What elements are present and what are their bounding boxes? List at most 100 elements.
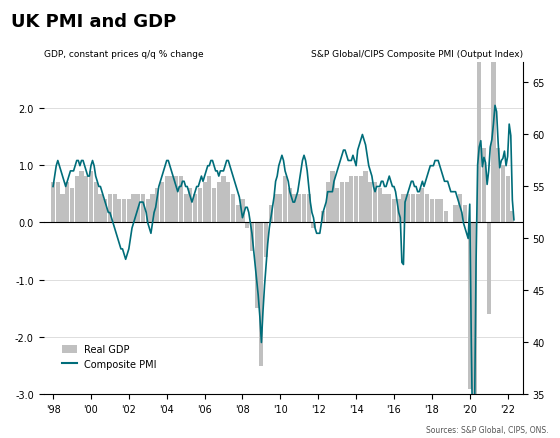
Bar <box>496 148 500 223</box>
Bar <box>198 188 202 223</box>
Bar <box>278 194 282 223</box>
Bar <box>127 200 131 223</box>
Bar <box>51 183 55 223</box>
Bar <box>217 183 221 223</box>
Text: Sources: S&P Global, CIPS, ONS.: Sources: S&P Global, CIPS, ONS. <box>426 424 549 434</box>
Bar <box>368 183 372 223</box>
Bar <box>155 188 160 223</box>
Bar <box>458 194 463 223</box>
Bar <box>231 194 235 223</box>
Bar <box>311 223 316 229</box>
Bar <box>292 194 297 223</box>
Bar <box>141 194 145 223</box>
Bar <box>212 188 216 223</box>
Bar <box>307 194 311 223</box>
Bar <box>416 194 420 223</box>
Bar <box>406 194 410 223</box>
Bar <box>203 183 207 223</box>
Bar <box>477 0 481 223</box>
Bar <box>421 188 424 223</box>
Bar <box>151 194 155 223</box>
Bar <box>335 188 339 223</box>
Bar <box>325 183 330 223</box>
Bar <box>226 183 230 223</box>
Bar <box>117 200 122 223</box>
Bar <box>473 223 477 438</box>
Bar <box>259 223 264 366</box>
Bar <box>221 177 226 223</box>
Bar <box>250 223 254 251</box>
Bar <box>136 194 141 223</box>
Bar <box>99 194 102 223</box>
Bar <box>392 200 396 223</box>
Text: GDP, constant prices q/q % change: GDP, constant prices q/q % change <box>44 50 203 59</box>
Bar <box>506 177 510 223</box>
Bar <box>321 212 325 223</box>
Legend: Real GDP, Composite PMI: Real GDP, Composite PMI <box>58 341 161 373</box>
Bar <box>236 206 240 223</box>
Bar <box>84 177 88 223</box>
Bar <box>487 223 491 314</box>
Bar <box>179 177 183 223</box>
Bar <box>74 177 79 223</box>
Bar <box>207 177 212 223</box>
Bar <box>382 194 386 223</box>
Bar <box>160 183 164 223</box>
Bar <box>402 194 405 223</box>
Bar <box>169 177 174 223</box>
Bar <box>340 183 344 223</box>
Bar <box>297 194 301 223</box>
Bar <box>454 206 458 223</box>
Bar <box>146 200 150 223</box>
Bar <box>65 183 69 223</box>
Bar <box>425 194 429 223</box>
Bar <box>184 194 188 223</box>
Bar <box>411 194 415 223</box>
Bar <box>359 177 363 223</box>
Bar <box>188 188 193 223</box>
Bar <box>463 206 467 223</box>
Bar <box>330 171 334 223</box>
Bar <box>444 212 448 223</box>
Bar <box>94 183 98 223</box>
Bar <box>377 188 382 223</box>
Bar <box>70 188 74 223</box>
Bar <box>396 200 401 223</box>
Bar <box>439 200 444 223</box>
Bar <box>269 206 273 223</box>
Bar <box>373 183 377 223</box>
Bar <box>491 0 496 223</box>
Bar <box>132 194 136 223</box>
Bar <box>240 200 245 223</box>
Bar <box>288 188 292 223</box>
Bar <box>80 171 83 223</box>
Bar <box>344 183 349 223</box>
Bar <box>174 177 178 223</box>
Bar <box>108 194 112 223</box>
Bar <box>273 194 278 223</box>
Bar <box>264 223 268 257</box>
Bar <box>435 200 438 223</box>
Bar <box>510 212 515 223</box>
Bar <box>354 177 358 223</box>
Text: UK PMI and GDP: UK PMI and GDP <box>11 13 176 31</box>
Bar <box>430 200 434 223</box>
Bar <box>113 194 116 223</box>
Bar <box>468 223 472 389</box>
Bar <box>165 177 169 223</box>
Bar <box>89 171 93 223</box>
Bar <box>245 223 249 229</box>
Bar <box>363 171 368 223</box>
Text: S&P Global/CIPS Composite PMI (Output Index): S&P Global/CIPS Composite PMI (Output In… <box>311 50 523 59</box>
Bar <box>193 194 197 223</box>
Bar <box>60 194 64 223</box>
Bar <box>387 194 391 223</box>
Bar <box>302 194 306 223</box>
Bar <box>501 166 505 223</box>
Bar <box>122 200 126 223</box>
Bar <box>482 148 486 223</box>
Bar <box>55 183 60 223</box>
Bar <box>349 177 353 223</box>
Bar <box>255 223 259 309</box>
Bar <box>103 200 107 223</box>
